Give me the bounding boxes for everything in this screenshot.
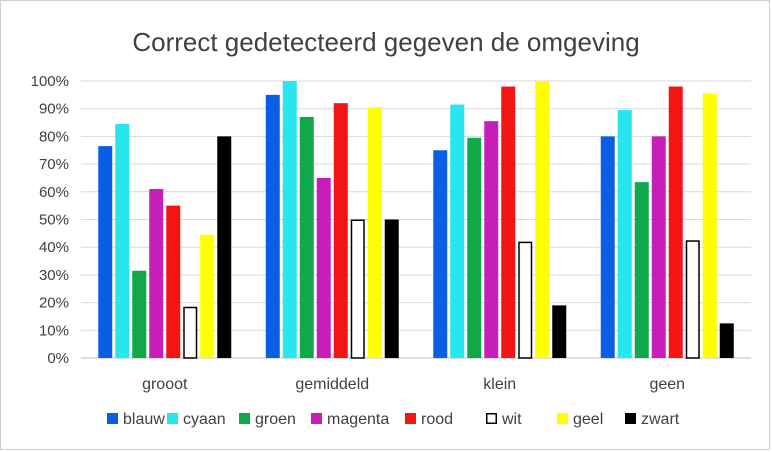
legend-swatch-rood <box>405 413 416 424</box>
bar-blauw <box>98 146 113 358</box>
bar-wit <box>685 240 700 359</box>
bar-cyaan <box>450 104 465 358</box>
legend-label-rood: rood <box>421 411 453 428</box>
gridlines <box>81 80 751 359</box>
bar-rood <box>333 103 348 358</box>
bar-blauw <box>433 150 448 358</box>
legend-swatch-blauw <box>107 413 118 424</box>
bar-geel <box>535 81 550 358</box>
bar-magenta <box>316 177 331 358</box>
y-tick-label: 70% <box>39 156 69 173</box>
y-axis-ticks: 0% 10% 20% 30% 40% 50% 60% 70% 80% 90% 100% <box>31 73 69 367</box>
legend-label-cyaan: cyaan <box>183 411 226 428</box>
y-tick-label: 20% <box>39 295 69 312</box>
bar-geel <box>702 93 717 358</box>
y-tick-label: 90% <box>39 101 69 118</box>
legend-swatch-geel <box>557 413 568 424</box>
bar-groen <box>132 270 147 358</box>
y-tick-label: 40% <box>39 239 69 256</box>
bar-zwart <box>384 219 399 358</box>
bar-wit <box>518 241 533 359</box>
bar-geel <box>367 107 382 358</box>
bar-geel <box>200 234 215 358</box>
legend-swatch-cyaan <box>167 413 178 424</box>
category-label: geen <box>649 376 685 393</box>
legend-label-wit: wit <box>501 411 522 428</box>
legend: blauw cyaan groen magenta rood wit geel zwart <box>107 411 680 428</box>
y-tick-label: 80% <box>39 128 69 145</box>
bar-magenta <box>484 121 499 358</box>
bar-cyaan <box>282 81 297 358</box>
legend-label-groen: groen <box>255 411 296 428</box>
legend-label-zwart: zwart <box>641 411 680 428</box>
y-tick-label: 50% <box>39 212 69 229</box>
bar-cyaan <box>115 123 130 358</box>
x-axis-categories: grooot gemiddeld klein geen <box>142 376 685 393</box>
bar-cyaan <box>617 110 632 359</box>
bar-wit <box>350 219 365 359</box>
legend-label-blauw: blauw <box>123 411 165 428</box>
legend-label-magenta: magenta <box>327 411 389 428</box>
bar-rood <box>668 86 683 358</box>
category-label: grooot <box>142 376 188 393</box>
legend-label-geel: geel <box>573 411 603 428</box>
bar-groen <box>634 182 649 358</box>
bar-magenta <box>651 136 666 358</box>
bar-magenta <box>149 189 164 358</box>
y-tick-label: 0% <box>47 350 69 367</box>
bar-wit <box>183 306 198 359</box>
bars <box>98 81 734 359</box>
legend-swatch-magenta <box>311 413 322 424</box>
legend-swatch-wit <box>486 413 497 424</box>
bar-zwart <box>552 305 567 358</box>
bar-zwart <box>217 136 232 358</box>
y-tick-label: 30% <box>39 267 69 284</box>
y-tick-label: 10% <box>39 322 69 339</box>
legend-swatch-groen <box>239 413 250 424</box>
bar-zwart <box>719 323 734 358</box>
chart-title: Correct gedetecteerd gegeven de omgeving <box>132 27 639 57</box>
bar-blauw <box>600 136 615 358</box>
category-label: gemiddeld <box>295 376 369 393</box>
y-tick-label: 100% <box>31 73 69 90</box>
bar-rood <box>166 205 181 358</box>
bar-rood <box>501 86 516 358</box>
legend-swatch-zwart <box>625 413 636 424</box>
y-tick-label: 60% <box>39 184 69 201</box>
bar-groen <box>299 117 314 358</box>
bar-blauw <box>265 94 280 358</box>
category-label: klein <box>483 376 516 393</box>
bar-groen <box>467 137 482 358</box>
